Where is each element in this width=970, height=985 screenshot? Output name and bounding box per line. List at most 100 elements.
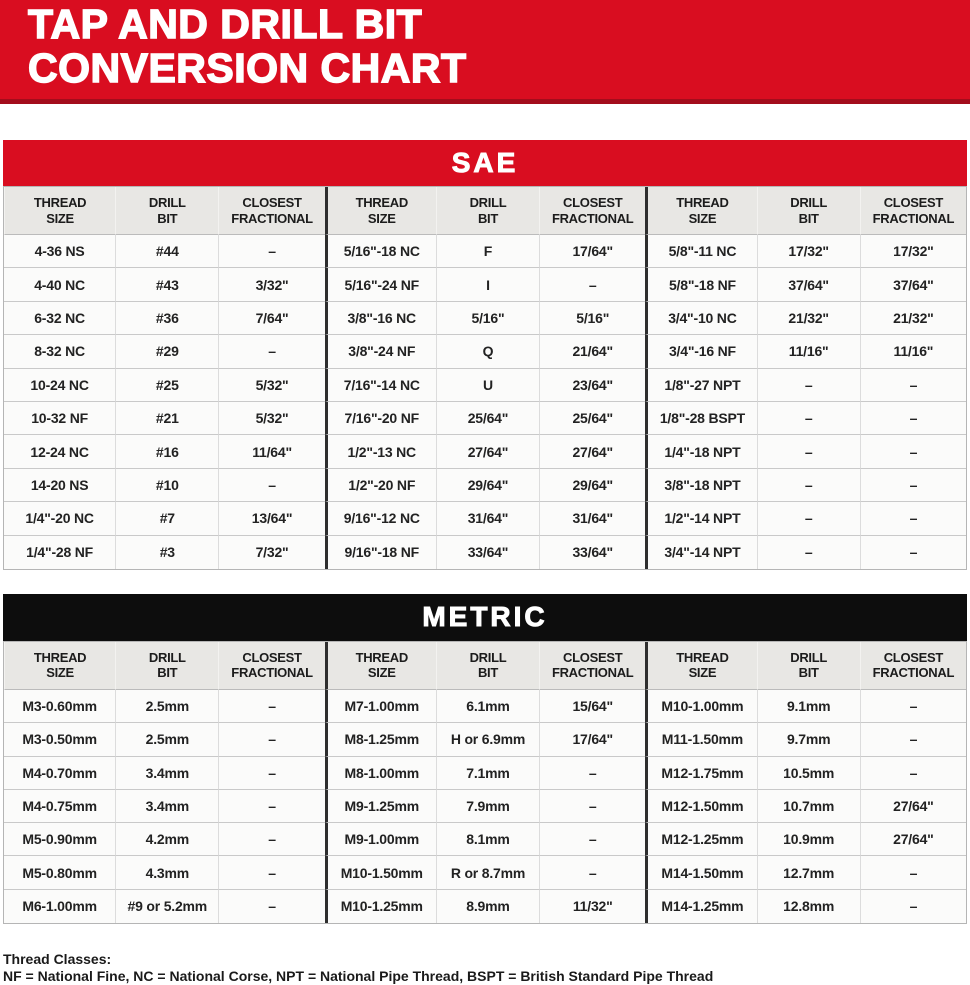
table-cell: 1/8"-28 BSPT <box>645 401 757 436</box>
table-cell: #36 <box>115 301 219 336</box>
table-cell: 7/16"-20 NF <box>324 401 436 436</box>
column-header: CLOSEST FRACTIONAL <box>218 187 325 235</box>
table-cell: 3/8"-16 NC <box>324 301 436 336</box>
table-cell: – <box>218 789 325 824</box>
table-cell: 21/64" <box>539 335 646 369</box>
column-header: THREAD SIZE <box>4 187 116 235</box>
table-cell: Q <box>435 335 540 369</box>
table-cell: 5/16"-18 NC <box>324 235 436 269</box>
table-cell: – <box>539 268 646 302</box>
table-cell: 6.1mm <box>435 689 540 724</box>
table-cell: 10.7mm <box>756 789 860 824</box>
table-cell: M14-1.50mm <box>645 856 757 890</box>
table-cell: M12-1.50mm <box>645 789 757 824</box>
table-cell: 10-32 NF <box>4 401 116 436</box>
table-cell: 4.2mm <box>115 823 219 857</box>
table-cell: – <box>218 335 325 369</box>
table-cell: 3/8"-18 NPT <box>645 468 757 503</box>
table-cell: 5/32" <box>218 368 325 402</box>
column-header: DRILL BIT <box>115 187 219 235</box>
table-cell: 7/32" <box>218 535 325 569</box>
table-cell: 17/64" <box>539 235 646 269</box>
table-cell: 8.1mm <box>435 823 540 857</box>
table-cell: #44 <box>115 235 219 269</box>
column-header: CLOSEST FRACTIONAL <box>539 187 646 235</box>
table-cell: – <box>859 368 966 402</box>
table-cell: 11/16" <box>859 335 966 369</box>
table-cell: 21/32" <box>859 301 966 336</box>
table-cell: 3/4"-14 NPT <box>645 535 757 569</box>
column-header: THREAD SIZE <box>4 641 116 690</box>
table-cell: – <box>218 823 325 857</box>
column-header: CLOSEST FRACTIONAL <box>539 641 646 690</box>
title-banner: TAP AND DRILL BIT CONVERSION CHART <box>0 0 970 104</box>
table-cell: M3-0.60mm <box>4 689 116 724</box>
column-header: CLOSEST FRACTIONAL <box>218 641 325 690</box>
table-cell: 3/8"-24 NF <box>324 335 436 369</box>
table-cell: – <box>539 756 646 790</box>
table-cell: 4-40 NC <box>4 268 116 302</box>
table-cell: #43 <box>115 268 219 302</box>
table-cell: 1/2"-14 NPT <box>645 502 757 536</box>
table-cell: 9/16"-12 NC <box>324 502 436 536</box>
table-cell: 3.4mm <box>115 789 219 824</box>
table-cell: – <box>756 401 860 436</box>
table-cell: M12-1.75mm <box>645 756 757 790</box>
table-cell: 6-32 NC <box>4 301 116 336</box>
table-cell: – <box>218 756 325 790</box>
table-cell: 2.5mm <box>115 723 219 757</box>
table-cell: 29/64" <box>539 468 646 503</box>
table-cell: M10-1.50mm <box>324 856 436 890</box>
table-cell: M8-1.00mm <box>324 756 436 790</box>
table-cell: 1/4"-18 NPT <box>645 435 757 469</box>
table-cell: – <box>218 856 325 890</box>
table-cell: M4-0.75mm <box>4 789 116 824</box>
table-cell: 27/64" <box>435 435 540 469</box>
column-header: THREAD SIZE <box>645 641 757 690</box>
table-cell: – <box>859 435 966 469</box>
table-cell: M4-0.70mm <box>4 756 116 790</box>
table-cell: – <box>539 789 646 824</box>
table-cell: 3/4"-10 NC <box>645 301 757 336</box>
table-cell: 9/16"-18 NF <box>324 535 436 569</box>
table-cell: I <box>435 268 540 302</box>
table-cell: F <box>435 235 540 269</box>
table-cell: #7 <box>115 502 219 536</box>
table-cell: 7/64" <box>218 301 325 336</box>
table-cell: 17/64" <box>539 723 646 757</box>
column-header: THREAD SIZE <box>324 641 436 690</box>
table-cell: 10.9mm <box>756 823 860 857</box>
column-header: THREAD SIZE <box>324 187 436 235</box>
column-header: DRILL BIT <box>435 641 540 690</box>
metric-banner: METRIC <box>3 593 967 641</box>
table-cell: 7.9mm <box>435 789 540 824</box>
table-cell: 21/32" <box>756 301 860 336</box>
table-cell: – <box>859 723 966 757</box>
table-cell: M14-1.25mm <box>645 889 757 923</box>
column-header: THREAD SIZE <box>645 187 757 235</box>
table-cell: – <box>859 756 966 790</box>
table-cell: – <box>859 689 966 724</box>
column-header: DRILL BIT <box>756 641 860 690</box>
table-cell: 4-36 NS <box>4 235 116 269</box>
table-cell: #16 <box>115 435 219 469</box>
table-cell: – <box>859 856 966 890</box>
table-cell: M8-1.25mm <box>324 723 436 757</box>
table-cell: 17/32" <box>756 235 860 269</box>
table-cell: – <box>539 856 646 890</box>
table-cell: – <box>218 235 325 269</box>
table-cell: 37/64" <box>756 268 860 302</box>
table-cell: 7.1mm <box>435 756 540 790</box>
table-cell: 33/64" <box>539 535 646 569</box>
table-cell: 17/32" <box>859 235 966 269</box>
table-cell: 1/4"-28 NF <box>4 535 116 569</box>
table-cell: 3/32" <box>218 268 325 302</box>
table-cell: 11/16" <box>756 335 860 369</box>
table-cell: M7-1.00mm <box>324 689 436 724</box>
table-cell: M5-0.90mm <box>4 823 116 857</box>
table-cell: 4.3mm <box>115 856 219 890</box>
table-cell: 5/8"-11 NC <box>645 235 757 269</box>
table-cell: 14-20 NS <box>4 468 116 503</box>
table-cell: M9-1.00mm <box>324 823 436 857</box>
column-header: DRILL BIT <box>435 187 540 235</box>
